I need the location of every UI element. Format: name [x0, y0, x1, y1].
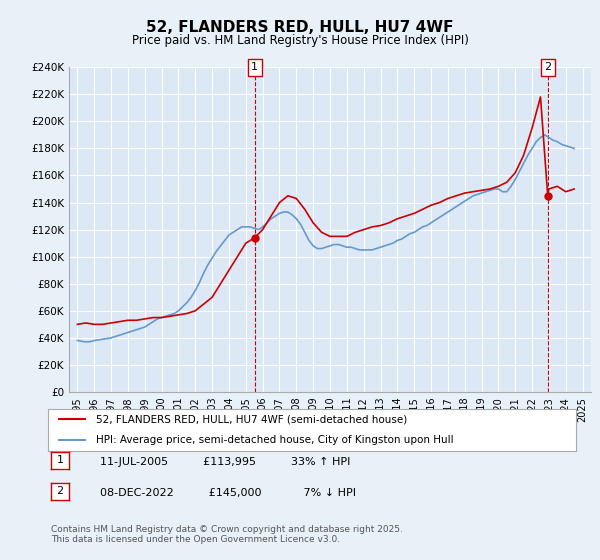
Text: 52, FLANDERS RED, HULL, HU7 4WF: 52, FLANDERS RED, HULL, HU7 4WF [146, 20, 454, 35]
Text: 1: 1 [251, 62, 258, 72]
Text: Price paid vs. HM Land Registry's House Price Index (HPI): Price paid vs. HM Land Registry's House … [131, 34, 469, 46]
Text: 11-JUL-2005          £113,995          33% ↑ HPI: 11-JUL-2005 £113,995 33% ↑ HPI [93, 457, 350, 467]
Text: 08-DEC-2022          £145,000            7% ↓ HPI: 08-DEC-2022 £145,000 7% ↓ HPI [93, 488, 356, 498]
Text: 52, FLANDERS RED, HULL, HU7 4WF (semi-detached house): 52, FLANDERS RED, HULL, HU7 4WF (semi-de… [95, 414, 407, 424]
Text: 2: 2 [544, 62, 551, 72]
Text: 2: 2 [56, 486, 64, 496]
Text: Contains HM Land Registry data © Crown copyright and database right 2025.
This d: Contains HM Land Registry data © Crown c… [51, 525, 403, 544]
Text: 1: 1 [56, 455, 64, 465]
Text: HPI: Average price, semi-detached house, City of Kingston upon Hull: HPI: Average price, semi-detached house,… [95, 435, 453, 445]
